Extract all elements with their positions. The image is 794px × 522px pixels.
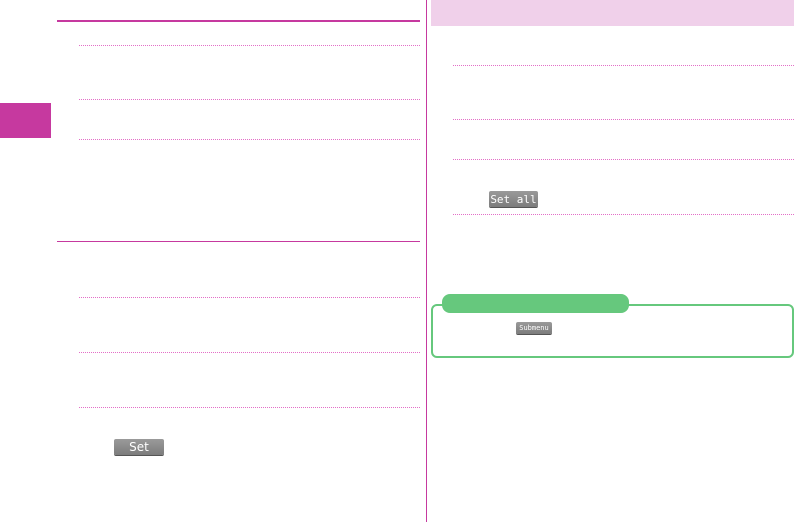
divider: [79, 352, 420, 353]
section-rule-top: [57, 20, 420, 22]
divider: [79, 297, 420, 298]
divider: [453, 214, 794, 215]
section-header: [431, 0, 794, 26]
divider: [79, 407, 420, 408]
chapter-tab: [0, 103, 51, 138]
submenu-button[interactable]: Submenu: [516, 322, 552, 334]
set-all-button[interactable]: Set all: [489, 191, 538, 207]
divider: [79, 45, 420, 46]
divider: [453, 119, 794, 120]
column-divider: [426, 0, 427, 522]
set-button[interactable]: Set: [114, 439, 164, 455]
note-header-pill: [442, 294, 629, 313]
section-rule-middle: [57, 241, 420, 242]
divider: [453, 159, 794, 160]
divider: [453, 65, 794, 66]
divider: [79, 139, 420, 140]
divider: [79, 99, 420, 100]
